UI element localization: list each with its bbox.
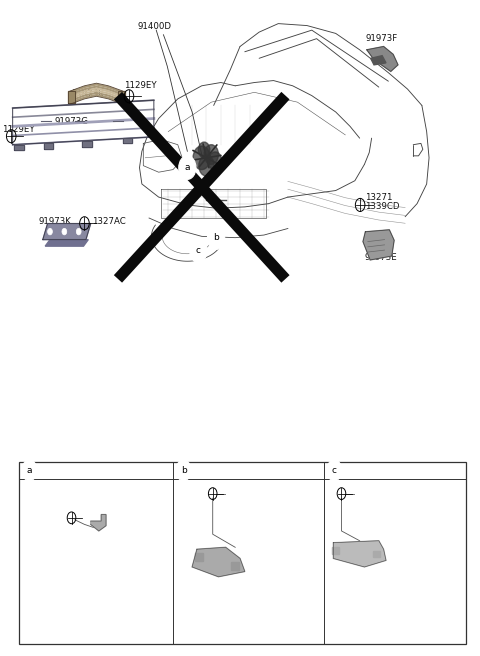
Circle shape — [199, 155, 214, 176]
Text: b: b — [180, 466, 186, 475]
Polygon shape — [43, 224, 91, 239]
Circle shape — [207, 226, 225, 249]
Circle shape — [190, 239, 207, 262]
Text: c: c — [196, 246, 201, 255]
Text: 1327AC: 1327AC — [92, 217, 125, 226]
Circle shape — [198, 142, 210, 158]
Text: 1129EY: 1129EY — [124, 81, 157, 91]
Bar — [118, 91, 125, 103]
Circle shape — [22, 460, 37, 481]
Polygon shape — [367, 47, 398, 72]
Text: 91973G: 91973G — [54, 117, 88, 127]
Text: 1129EY: 1129EY — [2, 125, 35, 134]
Text: c: c — [332, 466, 337, 475]
Text: a: a — [27, 466, 32, 475]
Bar — [231, 562, 239, 569]
Text: 91932X: 91932X — [198, 580, 230, 589]
Text: 91973L: 91973L — [71, 89, 103, 98]
Polygon shape — [45, 239, 88, 246]
Text: 1339CD: 1339CD — [365, 202, 400, 211]
Bar — [44, 144, 53, 149]
Bar — [0, 423, 480, 462]
Text: 91973F: 91973F — [365, 34, 397, 43]
Bar — [373, 550, 380, 557]
Bar — [332, 547, 339, 554]
Text: 91234A: 91234A — [39, 489, 71, 497]
Circle shape — [76, 228, 81, 235]
Bar — [82, 142, 92, 147]
Polygon shape — [363, 230, 394, 260]
Bar — [68, 91, 75, 103]
Circle shape — [326, 460, 342, 481]
Bar — [19, 462, 466, 644]
Circle shape — [193, 146, 210, 170]
Bar — [123, 138, 132, 144]
Polygon shape — [192, 547, 245, 577]
Text: b: b — [213, 233, 219, 242]
Polygon shape — [333, 541, 386, 567]
Bar — [195, 553, 203, 561]
Circle shape — [62, 228, 67, 235]
Text: 1129EC: 1129EC — [226, 489, 258, 498]
Text: 1141AC: 1141AC — [355, 489, 387, 498]
Text: 91973E: 91973E — [364, 253, 397, 262]
Text: a: a — [185, 163, 190, 172]
Circle shape — [176, 460, 191, 481]
Circle shape — [179, 156, 196, 179]
Polygon shape — [371, 56, 386, 65]
Text: 91973K: 91973K — [39, 217, 72, 226]
Circle shape — [204, 145, 218, 165]
Polygon shape — [91, 514, 106, 531]
Circle shape — [48, 228, 52, 235]
Bar — [14, 145, 24, 150]
Circle shape — [208, 152, 222, 171]
Text: 13271: 13271 — [365, 193, 393, 201]
Text: 91400D: 91400D — [137, 22, 171, 31]
